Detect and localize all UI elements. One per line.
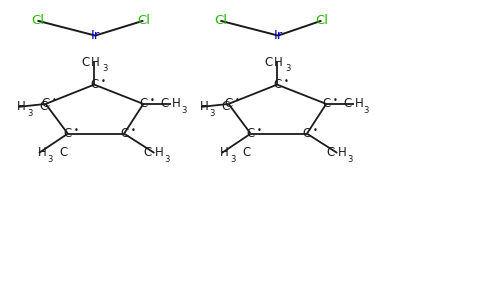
Text: •: • [283, 77, 288, 86]
Text: C: C [120, 127, 128, 140]
Text: •: • [130, 126, 135, 135]
Text: C: C [42, 98, 50, 110]
Text: C: C [81, 56, 90, 69]
Text: 3: 3 [47, 155, 53, 164]
Text: 3: 3 [103, 64, 108, 74]
Text: H: H [91, 56, 100, 69]
Text: 3: 3 [364, 106, 369, 115]
Text: H: H [274, 56, 283, 69]
Text: C: C [242, 146, 251, 160]
Text: C: C [327, 146, 335, 160]
Text: 3: 3 [286, 64, 291, 74]
Text: C: C [246, 127, 255, 140]
Text: C: C [322, 98, 331, 110]
Text: •: • [74, 126, 79, 135]
Text: C: C [139, 98, 148, 110]
Text: 3: 3 [230, 155, 236, 164]
Text: C: C [344, 98, 352, 110]
Text: •: • [52, 97, 57, 106]
Text: 3: 3 [210, 109, 215, 118]
Text: H: H [155, 146, 164, 160]
Text: H: H [355, 98, 363, 110]
Text: C: C [161, 98, 169, 110]
Text: C: C [303, 127, 311, 140]
Text: •: • [150, 97, 154, 106]
Text: Cl: Cl [214, 14, 227, 27]
Text: H: H [338, 146, 347, 160]
Text: Ir: Ir [91, 29, 100, 42]
Text: C: C [39, 100, 47, 113]
Text: C: C [64, 127, 72, 140]
Text: •: • [101, 77, 106, 86]
Text: C: C [90, 78, 98, 91]
Text: C: C [273, 78, 281, 91]
Text: C: C [60, 146, 68, 160]
Text: 3: 3 [164, 155, 169, 164]
Text: •: • [333, 97, 337, 106]
Text: H: H [199, 100, 208, 113]
Text: C: C [264, 56, 272, 69]
Text: Cl: Cl [315, 14, 328, 27]
Text: C: C [225, 98, 233, 110]
Text: •: • [313, 126, 318, 135]
Text: 3: 3 [27, 109, 32, 118]
Text: •: • [257, 126, 262, 135]
Text: H: H [17, 100, 26, 113]
Text: C: C [144, 146, 152, 160]
Text: C: C [222, 100, 230, 113]
Text: Ir: Ir [273, 29, 283, 42]
Text: 3: 3 [181, 106, 186, 115]
Text: H: H [220, 146, 229, 160]
Text: Cl: Cl [137, 14, 150, 27]
Text: H: H [37, 146, 46, 160]
Text: 3: 3 [347, 155, 352, 164]
Text: •: • [235, 97, 240, 106]
Text: H: H [172, 98, 181, 110]
Text: Cl: Cl [31, 14, 44, 27]
